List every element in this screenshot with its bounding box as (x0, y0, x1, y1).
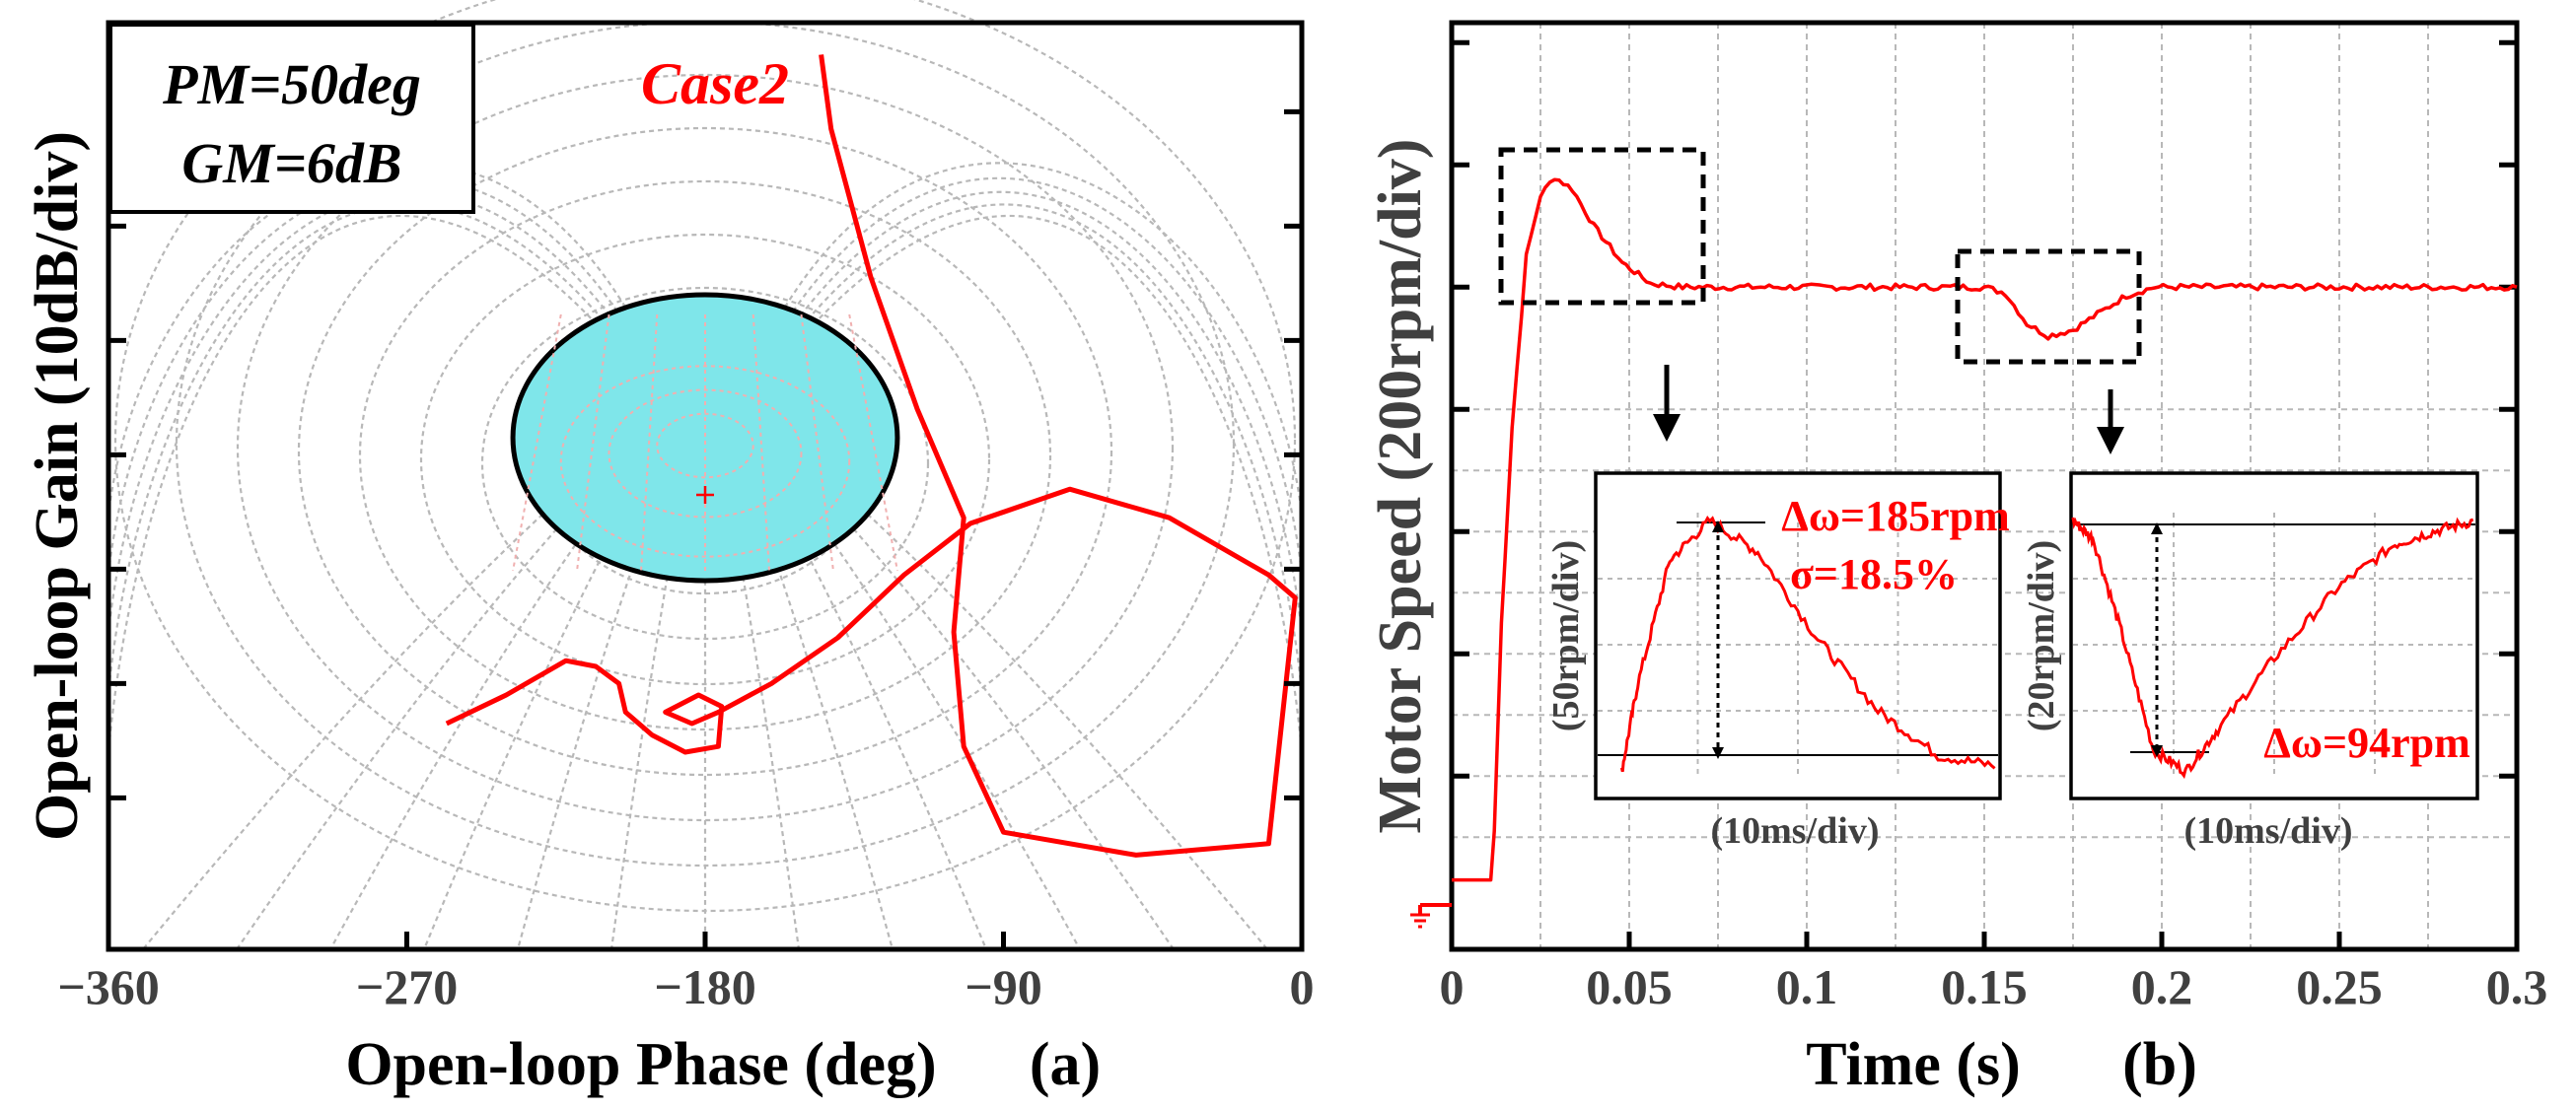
panel-label-b: (b) (2122, 1031, 2197, 1098)
x-tick-label: −180 (654, 959, 756, 1014)
inset1-sigma-label: σ=18.5% (1790, 550, 1958, 598)
inset2-curve (2071, 517, 2474, 780)
grid-contour (297, 126, 1113, 777)
critical-point-marker (696, 486, 714, 504)
ellipse-grid-line (640, 313, 659, 572)
ellipse-grid-contour (656, 412, 754, 479)
overshoot-zoom-box (1498, 147, 1706, 306)
grid-fan-line (703, 376, 894, 950)
ellipse-grid-line (576, 313, 610, 572)
grid-arc (107, 190, 686, 634)
x-axis-label-b: Time (s) (1806, 1031, 2021, 1098)
grid-arc (724, 215, 1304, 752)
x-tick-label: −360 (57, 959, 160, 1014)
grid-arc (107, 176, 687, 575)
x-tick-label: 0.3 (2486, 959, 2548, 1014)
inset1-curve (1619, 515, 1996, 773)
margin-annotation-box (108, 23, 475, 214)
panel-label-a: (a) (1030, 1031, 1101, 1098)
load-dip-zoom-box (1955, 248, 2142, 365)
y-ticks-a (108, 108, 1302, 800)
down-arrow-icon (2097, 389, 2124, 454)
x-tick-label: −270 (356, 959, 459, 1014)
grid-arc (107, 215, 686, 752)
grid-contour (236, 73, 1175, 822)
grid-arc (723, 176, 1304, 575)
ellipse-grid-contour (608, 388, 803, 519)
inset2-x-label: (10ms/div) (2184, 810, 2353, 852)
x-ticks-a: −360 −270 −180 −90 0 (57, 932, 1315, 1014)
x-tick-label: 0 (1440, 959, 1465, 1014)
inset1-delta-label: Δω=185rpm (1781, 492, 2009, 540)
ellipse-inner-grid (512, 313, 898, 572)
down-arrow-icon (1653, 365, 1681, 442)
x-tick-label: 0.15 (1941, 959, 2028, 1014)
grid-contour (358, 179, 1052, 731)
load-dip-inset: Δω=94rpm (20rpm/div) (10ms/div) (2021, 471, 2479, 852)
grid-arc (723, 162, 1304, 516)
grid-arc (724, 203, 1304, 693)
x-tick-label: 0.2 (2131, 959, 2193, 1014)
phase-margin-label: PM=50deg (162, 52, 421, 116)
x-tick-label: 0 (1290, 959, 1315, 1014)
inset2-y-label: (20rpm/div) (2021, 540, 2062, 731)
case-label: Case2 (641, 51, 789, 116)
speed-chart-panel: 0 0.05 0.1 0.15 0.2 0.25 0.3 (1367, 20, 2548, 1098)
x-tick-label: 0.1 (1776, 959, 1838, 1014)
ellipse-grid-contour (559, 365, 851, 558)
grid-contour (480, 286, 930, 641)
inset1-x-label: (10ms/div) (1711, 810, 1880, 852)
inset1-y-label: (50rpm/div) (1545, 540, 1587, 731)
y-axis-label-b: Motor Speed (200rpm/div) (1367, 139, 1434, 834)
overshoot-inset: Δω=185rpm σ=18.5% (50rpm/div) (10ms/div) (1545, 471, 2010, 852)
case2-curve (445, 54, 1298, 858)
x-tick-label: 0.05 (1586, 959, 1673, 1014)
grid-arc (724, 190, 1304, 634)
motor-speed-curve (1452, 177, 2518, 882)
x-tick-label: −90 (965, 959, 1042, 1014)
y-axis-label-a: Open-loop Gain (10dB/div) (24, 131, 91, 841)
gain-margin-label: GM=6dB (181, 131, 401, 195)
stability-ellipse (510, 292, 900, 584)
nichols-chart-panel: −360 −270 −180 −90 0 PM=50deg GM=6dB Case2 O… (24, 0, 1315, 1098)
x-axis-label-a: Open-loop Phase (deg) (345, 1031, 936, 1098)
ellipse-grid-line (800, 313, 834, 572)
x-tick-label: 0.25 (2296, 959, 2383, 1014)
ground-marker (1410, 903, 1452, 929)
grid-fan-line (516, 376, 707, 950)
ellipse-grid-line (751, 313, 770, 572)
inset2-delta-label: Δω=94rpm (2263, 719, 2469, 767)
grid-arc (107, 162, 687, 516)
x-ticks-b: 0 0.05 0.1 0.15 0.2 0.25 0.3 (1440, 932, 2548, 1014)
grid-contour (419, 233, 991, 686)
grid-arc (107, 203, 686, 693)
